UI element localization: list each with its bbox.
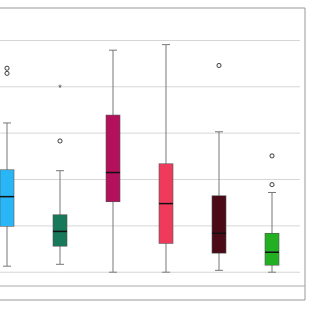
outlier (216, 62, 222, 68)
outlier (269, 182, 275, 188)
box (52, 214, 68, 247)
box (211, 195, 227, 254)
box (0, 169, 15, 227)
outlier (269, 153, 275, 159)
box (264, 232, 280, 266)
outlier (4, 70, 10, 76)
outlier (4, 65, 10, 71)
outlier (57, 138, 63, 144)
box (105, 114, 121, 203)
extreme: * (58, 83, 62, 93)
